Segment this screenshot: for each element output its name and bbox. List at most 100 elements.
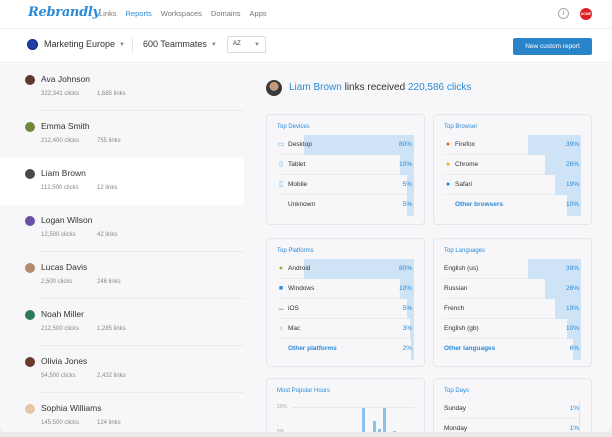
chrome-icon: ● [445, 161, 451, 168]
stat-bar [554, 299, 581, 319]
hour-bar [383, 408, 386, 432]
tablet-icon: ▯ [279, 161, 283, 168]
stat-label: iOS [288, 305, 299, 312]
report-panel: Liam Brown links received 220,586 clicks… [244, 64, 612, 432]
stat-row: ▯ Tablet 10% [277, 155, 414, 175]
click-count: 322,341 clicks [41, 91, 80, 97]
stat-row: ▯ Mobile 5% [277, 175, 414, 195]
teammates-dropdown[interactable]: 600 Teammates ▼ [143, 39, 217, 49]
stat-value: 19% [565, 305, 579, 312]
click-count: 212,400 clicks [41, 138, 80, 144]
stat-value: 1% [569, 425, 579, 432]
account-avatar-icon[interactable]: ACME [580, 8, 592, 20]
rebrandly-logo[interactable]: Rebrandly [28, 5, 100, 20]
stat-value: 3% [402, 325, 412, 332]
nav-links: Links Reports Workspaces Domains Apps [99, 9, 276, 18]
ios-icon: ▬ [278, 306, 284, 312]
teammate-name: Olivia Jones [41, 356, 88, 366]
top-days-card: Top Days Sunday 1% Monday 1% [433, 378, 592, 432]
headline-name[interactable]: Liam Brown [289, 82, 342, 93]
hour-bar [393, 431, 396, 432]
avatar [25, 75, 35, 85]
stat-bar [400, 279, 414, 299]
sort-select[interactable]: AZ ▼ [227, 36, 266, 53]
stat-row: ▬ iOS 5% [277, 299, 414, 319]
list-item[interactable]: Olivia Jones 54,500 clicks 2,432 links [0, 346, 244, 393]
stat-value: 26% [565, 161, 579, 168]
stat-row: Other browsers 10% [444, 195, 581, 216]
nav-link-workspaces[interactable]: Workspaces [160, 9, 202, 18]
nav-link-domains[interactable]: Domains [210, 9, 241, 18]
divider [132, 38, 133, 52]
link-count: 2,432 links [97, 373, 126, 379]
headline-text: links received [341, 82, 408, 93]
nav-link-apps[interactable]: Apps [249, 9, 267, 18]
click-count: 145,500 clicks [41, 420, 80, 426]
divider [40, 298, 244, 299]
stat-label: English (gb) [444, 325, 479, 332]
report-toolbar: Marketing Europe ▼ 600 Teammates ▼ AZ ▼ [0, 29, 612, 63]
click-count: 112,500 clicks [41, 185, 79, 191]
stat-value: 5% [402, 181, 412, 188]
workspace-dropdown[interactable]: Marketing Europe ▼ [44, 39, 125, 49]
info-icon[interactable]: i [558, 8, 569, 19]
avatar [25, 404, 35, 414]
stat-bar [411, 339, 414, 360]
new-custom-report-button[interactable]: New custom report [513, 38, 592, 55]
stat-row: Sunday 1% [444, 399, 581, 419]
stat-bar [407, 175, 414, 195]
teammate-name: Liam Brown [41, 168, 86, 178]
stat-row: ● Safari 19% [444, 175, 581, 195]
card-title: Top Devices [277, 124, 310, 130]
click-count: 212,500 clicks [41, 326, 80, 332]
list-item[interactable]: Sophia Williams 145,500 clicks 124 links [0, 393, 244, 432]
stat-value: 10% [565, 325, 579, 332]
stat-value: 1% [569, 405, 579, 412]
stat-row: ● Android 80% [277, 259, 414, 279]
stat-bar [554, 175, 581, 195]
nav-link-links[interactable]: Links [99, 9, 117, 18]
link-count: 42 links [97, 232, 118, 238]
popular-hours-card: Most Popular Hours 20% 5% [266, 378, 425, 432]
stat-label: French [444, 305, 465, 312]
divider [40, 251, 244, 252]
stat-value: 6% [569, 345, 579, 352]
list-item[interactable]: Ava Johnson 322,341 clicks 1,685 links [0, 64, 244, 111]
list-item[interactable]: Lucas Davis 2,500 clicks 246 links [0, 252, 244, 299]
stat-label: Desktop [288, 141, 312, 148]
avatar [25, 263, 35, 273]
link-count: 124 links [97, 420, 121, 426]
stat-label: Safari [455, 181, 472, 188]
stat-label: Monday [444, 425, 468, 432]
stat-row: ● Firefox 39% [444, 135, 581, 155]
stat-label: Windows [288, 285, 315, 292]
stat-row: Russian 26% [444, 279, 581, 299]
sort-value: AZ [233, 41, 241, 47]
other-languages-link[interactable]: Other languages [444, 345, 496, 352]
stat-value: 80% [398, 141, 412, 148]
top-languages-card: Top Languages English (us) 39% Russian 2… [433, 238, 592, 367]
other-browsers-link[interactable]: Other browsers [455, 201, 504, 208]
divider [40, 392, 244, 393]
list-item-selected[interactable]: Liam Brown 112,500 clicks 12 links [0, 158, 244, 205]
list-item[interactable]: Noah Miller 212,500 clicks 1,285 links [0, 299, 244, 346]
list-item[interactable]: Logan Wilson 12,500 clicks 42 links [0, 205, 244, 252]
mac-icon: x [279, 326, 283, 332]
stat-row: ■ Windows 10% [277, 279, 414, 299]
nav-link-reports[interactable]: Reports [125, 9, 152, 18]
other-platforms-link[interactable]: Other platforms [288, 345, 337, 352]
top-nav: Rebrandly Links Reports Workspaces Domai… [0, 0, 612, 29]
mobile-icon: ▯ [279, 181, 283, 188]
link-count: 246 links [97, 279, 121, 285]
stat-label: Russian [444, 285, 468, 292]
stat-value: 10% [398, 161, 412, 168]
stat-label: Chrome [455, 161, 479, 168]
stat-bar [567, 195, 581, 216]
teammate-name: Noah Miller [41, 309, 84, 319]
firefox-icon: ● [445, 141, 451, 148]
list-item[interactable]: Emma Smith 212,400 clicks 755 links [0, 111, 244, 158]
stat-bar [304, 135, 414, 155]
avatar [25, 357, 35, 367]
card-title: Top Languages [444, 248, 486, 254]
stat-value: 5% [402, 201, 412, 208]
